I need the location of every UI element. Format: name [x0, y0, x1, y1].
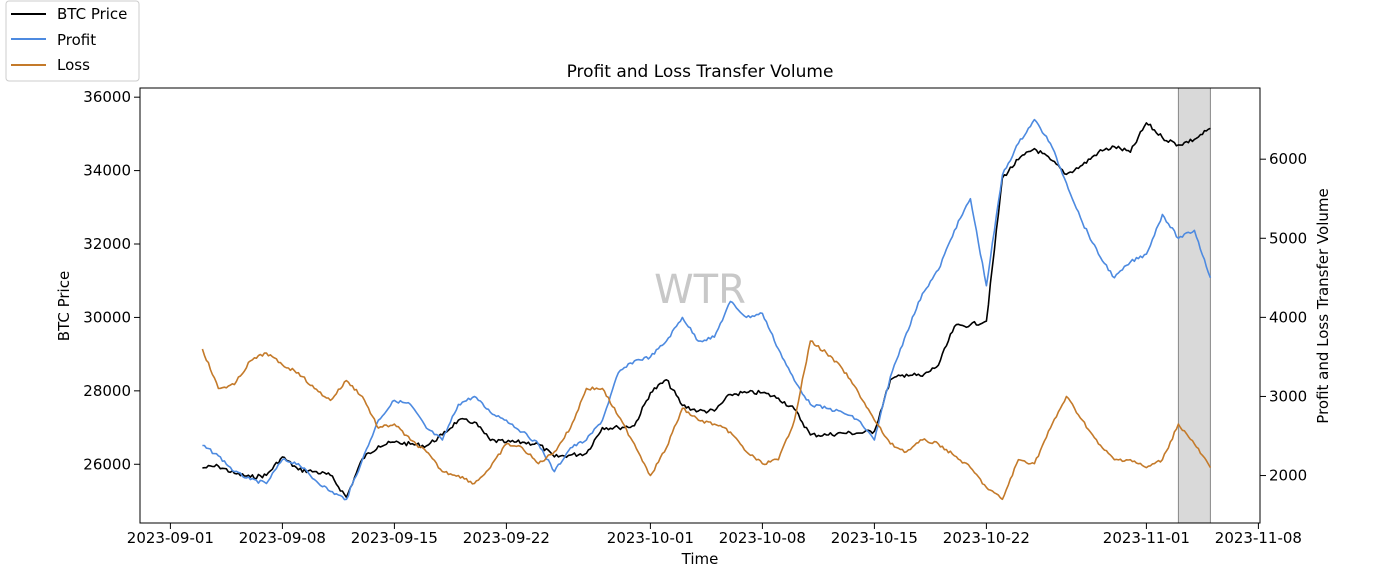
legend-box [5, 0, 140, 82]
chart-title: Profit and Loss Transfer Volume [567, 62, 834, 82]
legend-label-profit: Profit [57, 31, 96, 49]
legend: BTC Price Profit Loss [5, 0, 140, 82]
series-line-profit [202, 118, 1212, 501]
series-line-loss [201, 340, 1212, 501]
x-tick-label: 2023-09-01 [127, 529, 214, 547]
plot-frame [139, 87, 1261, 524]
watermark: WTR [654, 267, 746, 313]
y-tick-right-label: 4000 [1269, 308, 1307, 326]
x-tick-label: 2023-09-08 [239, 529, 326, 547]
y-tick-left-label: 34000 [83, 162, 131, 180]
x-tick-label: 2023-09-15 [351, 529, 438, 547]
x-tick-label: 2023-10-08 [719, 529, 806, 547]
y-tick-right-label: 2000 [1269, 467, 1307, 485]
y-tick-right-label: 6000 [1269, 150, 1307, 168]
x-tick-label: 2023-11-08 [1215, 529, 1302, 547]
y-tick-left-label: 32000 [83, 235, 131, 253]
series-line-btc-price [202, 122, 1211, 499]
y-tick-left-label: 36000 [83, 88, 131, 106]
x-tick-label: 2023-10-22 [943, 529, 1030, 547]
x-tick-label: 2023-10-15 [831, 529, 918, 547]
y-axis-right-label: Profit and Loss Transfer Volume [1314, 188, 1332, 423]
y-tick-left-label: 30000 [83, 308, 131, 326]
y-axis-left-label: BTC Price [55, 271, 73, 341]
x-tick-label: 2023-09-22 [463, 529, 550, 547]
x-tick-label: 2023-11-01 [1103, 529, 1190, 547]
x-axis-label: Time [681, 550, 719, 568]
highlight-band [1177, 87, 1211, 524]
legend-label-loss: Loss [57, 56, 90, 74]
x-tick-label: 2023-10-01 [607, 529, 694, 547]
y-tick-right-label: 3000 [1269, 387, 1307, 405]
y-tick-right-label: 5000 [1269, 229, 1307, 247]
y-tick-left-label: 26000 [83, 455, 131, 473]
legend-label-btc-price: BTC Price [57, 5, 127, 23]
y-tick-left-label: 28000 [83, 382, 131, 400]
